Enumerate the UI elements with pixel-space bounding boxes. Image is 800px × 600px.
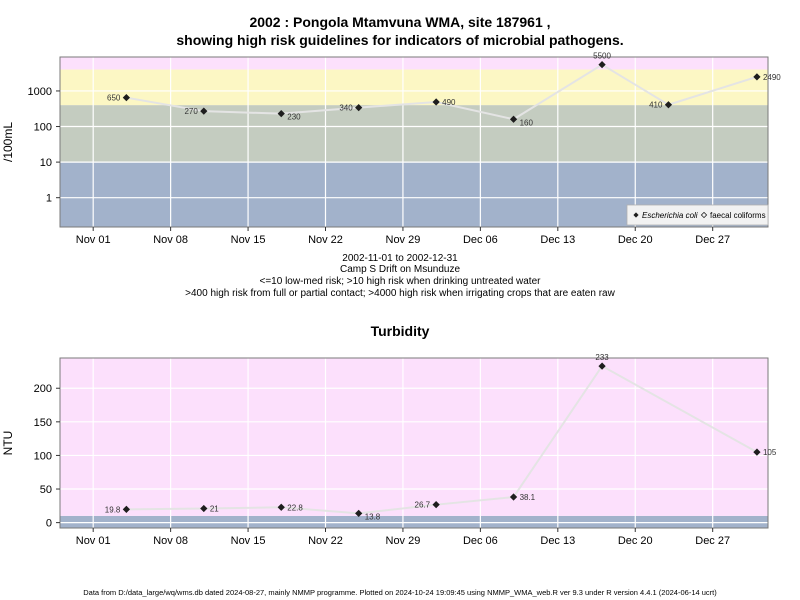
data-point [355, 509, 363, 517]
x-tick-label: Nov 29 [386, 535, 421, 547]
data-label: 270 [184, 107, 198, 116]
data-label: 650 [107, 94, 121, 103]
data-point [509, 493, 518, 501]
data-label: 22.8 [287, 503, 303, 512]
risk-note-drinking: <=10 low-med risk; >10 high risk when dr… [259, 276, 541, 287]
data-point [355, 103, 363, 112]
data-label: 19.8 [105, 505, 121, 514]
data-label: 105 [763, 448, 777, 457]
microbial-chart: Nov 01 Nov 08 Nov 15 Nov 22 Nov 29 Dec 06 Dec … [1, 52, 781, 246]
plot-frame [59, 56, 769, 228]
legend-fc-marker [700, 211, 708, 219]
risk-band-3 [60, 57, 768, 70]
data-label: 21 [210, 505, 219, 514]
y-tick-label: 50 [40, 484, 52, 496]
y-tick-label: 200 [34, 383, 52, 395]
x-tick-label: Nov 08 [153, 535, 188, 547]
chart-title-line1: 2002 : Pongola Mtamvuna WMA, site 187961… [249, 14, 551, 30]
data-label: 26.7 [415, 501, 431, 510]
plot-frame [59, 357, 769, 529]
data-label: 160 [520, 118, 534, 127]
data-label: 230 [287, 113, 301, 122]
y-tick-label: 1000 [28, 86, 52, 98]
turbidity-chart: Nov 01 Nov 08 Nov 15 Nov 22 Nov 29 Dec 06 Dec … [1, 353, 777, 547]
data-point [122, 505, 130, 513]
y-tick-label: 150 [34, 417, 52, 429]
data-label: 233 [595, 353, 609, 362]
data-source-footer: Data from D:/data_large/wq/wms.db dated … [83, 588, 717, 597]
date-range-note: 2002-11-01 to 2002-12-31 [342, 253, 458, 264]
data-point [200, 107, 208, 115]
legend-ecoli-marker [633, 212, 639, 218]
series-line [126, 364, 758, 515]
x-tick-label: Nov 15 [231, 234, 266, 246]
y-axis-label: NTU [1, 431, 15, 456]
risk-note-contact: >400 high risk from full or partial cont… [185, 288, 615, 299]
x-tick-label: Dec 20 [618, 535, 653, 547]
x-tick-label: Nov 01 [76, 535, 111, 547]
x-tick-label: Nov 29 [386, 234, 421, 246]
data-point [277, 503, 285, 511]
data-label: 410 [649, 101, 663, 110]
legend-box [626, 204, 769, 226]
data-label: 340 [339, 104, 353, 113]
data-point [598, 362, 606, 370]
x-tick-label: Dec 06 [463, 234, 498, 246]
y-tick-label: 0 [46, 518, 52, 530]
x-tick-label: Dec 13 [540, 234, 575, 246]
site-note: Camp S Drift on Msunduze [339, 264, 461, 275]
data-label: 5500 [593, 52, 611, 61]
data-point [509, 115, 518, 123]
risk-band-1 [60, 358, 768, 516]
data-point [200, 504, 208, 513]
data-point [122, 93, 130, 102]
data-point [432, 501, 440, 509]
y-tick-label: 100 [34, 122, 52, 134]
y-tick-label: 100 [34, 450, 52, 462]
x-tick-label: Nov 01 [76, 234, 111, 246]
x-tick-label: Nov 15 [231, 535, 266, 547]
data-point [277, 110, 285, 118]
y-axis-label: /100mL [1, 122, 15, 162]
x-tick-label: Dec 06 [463, 535, 498, 547]
data-point [753, 73, 761, 81]
risk-band-0 [60, 515, 768, 528]
legend-fc-label: faecal coliforms [710, 211, 766, 220]
data-label: 490 [442, 98, 456, 107]
data-point [432, 98, 440, 106]
x-tick-label: Dec 13 [540, 535, 575, 547]
y-tick-label: 1 [46, 193, 52, 205]
y-tick-label: 10 [40, 157, 52, 169]
chart-title-line2: showing high risk guidelines for indicat… [176, 32, 624, 48]
data-point [664, 101, 673, 109]
data-point [598, 60, 606, 69]
x-tick-label: Dec 27 [695, 234, 730, 246]
risk-band-1 [60, 105, 768, 163]
data-label: 2490 [763, 73, 781, 82]
risk-band-2 [60, 69, 768, 106]
x-tick-label: Dec 27 [695, 535, 730, 547]
data-point [753, 448, 761, 456]
x-tick-label: Nov 22 [308, 535, 343, 547]
turbidity-title: Turbidity [370, 323, 430, 339]
x-tick-label: Nov 22 [308, 234, 343, 246]
x-tick-label: Dec 20 [618, 234, 653, 246]
legend-ecoli-label: Escherichia coli [642, 211, 698, 220]
data-label: 13.8 [365, 512, 381, 521]
x-tick-label: Nov 08 [153, 234, 188, 246]
data-label: 38.1 [520, 493, 536, 502]
